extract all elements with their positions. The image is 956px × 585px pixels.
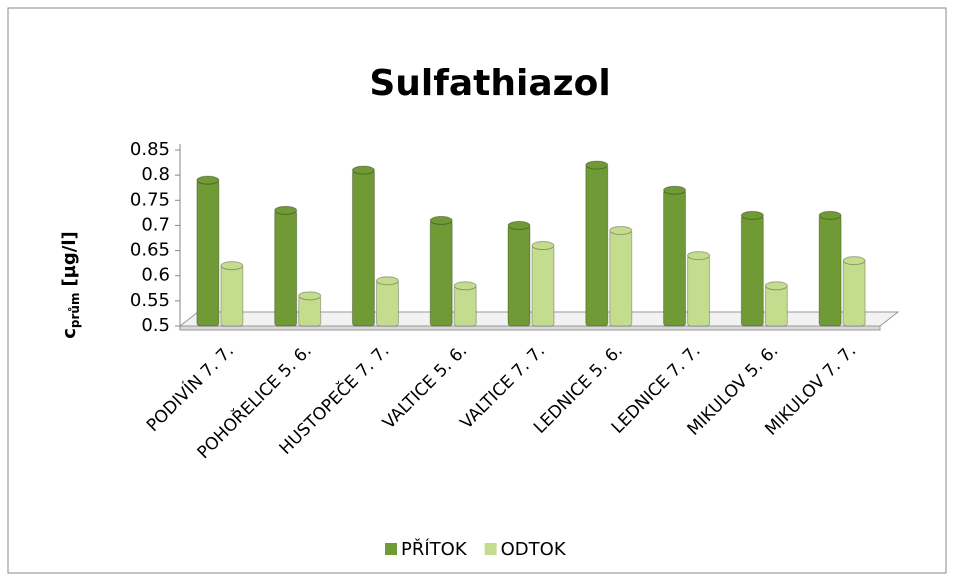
bar-top xyxy=(818,210,842,220)
bar-group xyxy=(609,225,633,327)
bar xyxy=(740,214,764,327)
bar xyxy=(663,189,687,327)
bar-top xyxy=(609,225,633,235)
y-tick-label: 0.8 xyxy=(141,164,170,185)
bar-group xyxy=(531,241,555,327)
bar xyxy=(375,280,399,327)
y-tick-label: 0.85 xyxy=(130,139,170,160)
bar-top xyxy=(453,281,477,291)
bar-group xyxy=(663,185,687,327)
legend-label: PŘÍTOK xyxy=(401,538,468,560)
bar xyxy=(274,209,298,327)
bar-top xyxy=(196,175,220,185)
bar-top xyxy=(687,251,711,261)
bar-group xyxy=(507,220,531,327)
floor-front xyxy=(179,325,881,331)
y-label-unit: [µg/l] xyxy=(59,231,80,286)
bar xyxy=(298,295,322,327)
bar xyxy=(453,285,477,327)
bar xyxy=(196,179,220,327)
bar-top xyxy=(351,165,375,175)
bar-group xyxy=(375,276,399,327)
bar xyxy=(764,285,788,327)
bar-group xyxy=(429,215,453,327)
bar xyxy=(351,169,375,327)
bar-top xyxy=(531,241,555,251)
bar-top xyxy=(740,210,764,220)
bar-group xyxy=(351,165,375,327)
legend-swatch xyxy=(484,543,497,555)
bar-group xyxy=(740,210,764,327)
y-tick-label: 0.55 xyxy=(130,290,170,311)
bar-group xyxy=(764,281,788,327)
bar-top xyxy=(842,256,866,266)
bar xyxy=(687,255,711,327)
legend-swatch xyxy=(385,543,397,555)
bar xyxy=(585,164,609,327)
bar-top xyxy=(429,215,453,225)
bar xyxy=(842,260,866,327)
bar-group xyxy=(585,160,609,327)
bar xyxy=(818,214,842,327)
bar-group xyxy=(196,175,220,327)
bar-top xyxy=(375,276,399,286)
chart-title: Sulfathiazol xyxy=(369,63,610,104)
y-tick-label: 0.6 xyxy=(141,265,170,286)
bar xyxy=(507,224,531,327)
bar-top xyxy=(274,205,298,215)
bar-top xyxy=(507,220,531,230)
bar-top xyxy=(663,185,687,195)
y-axis-label: cprům [µg/l] xyxy=(59,231,82,339)
bar-top xyxy=(298,291,322,301)
y-tick-label: 0.7 xyxy=(141,214,170,235)
bar-group xyxy=(298,291,322,327)
y-label-sub: prům xyxy=(68,293,82,329)
bar-group xyxy=(274,205,298,327)
y-tick-label: 0.5 xyxy=(141,315,170,336)
bar xyxy=(609,229,633,327)
bar-group xyxy=(687,251,711,327)
bar-group xyxy=(818,210,842,327)
bar-top xyxy=(585,160,609,170)
bar xyxy=(531,245,555,327)
bar-top xyxy=(764,281,788,291)
legend-label: ODTOK xyxy=(501,539,567,560)
bar-group xyxy=(842,256,866,327)
chart-border xyxy=(7,7,947,574)
bar-group xyxy=(220,261,244,327)
bar xyxy=(220,265,244,327)
y-tick-label: 0.75 xyxy=(130,189,170,210)
y-tick-label: 0.65 xyxy=(130,240,170,261)
bar xyxy=(429,219,453,327)
y-label-main: c xyxy=(59,328,80,339)
bar-top xyxy=(220,261,244,271)
bar-group xyxy=(453,281,477,327)
